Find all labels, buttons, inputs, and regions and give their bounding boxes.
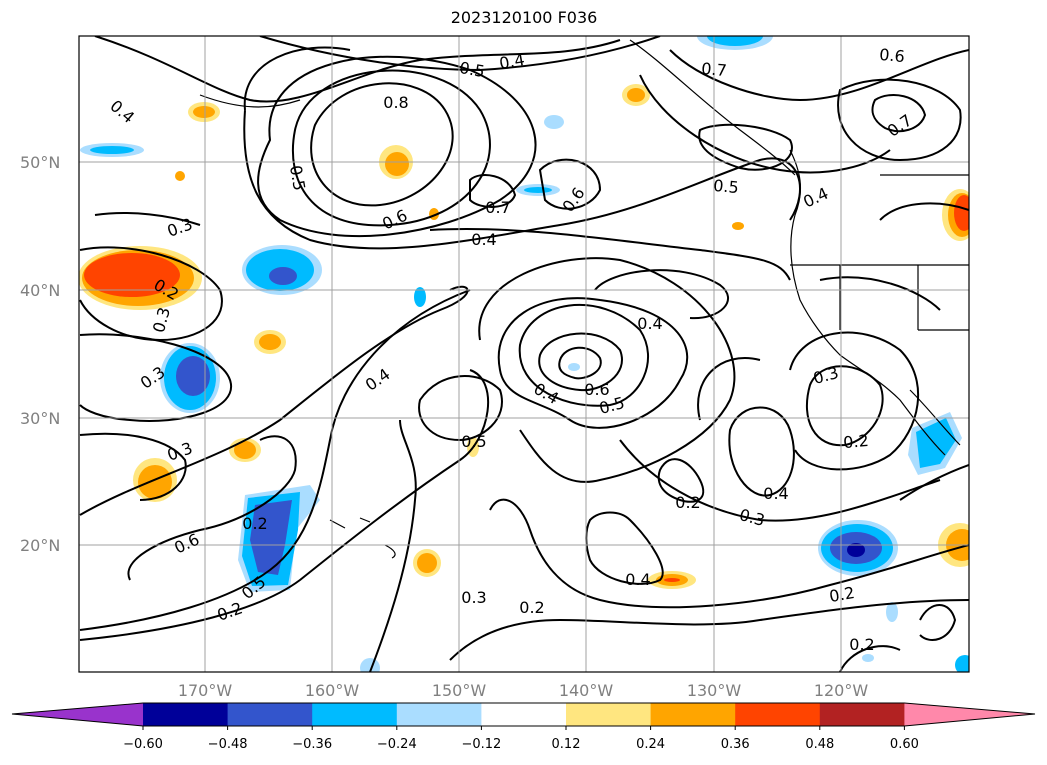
lon-label: 140°W: [559, 681, 614, 700]
contour-label: 0.5: [713, 176, 740, 197]
contour-label: 0.2: [849, 635, 874, 654]
contour-label: 0.5: [458, 58, 486, 81]
colorbar-extend-max: [904, 703, 1035, 726]
colorbar-tick-label: −0.24: [377, 737, 417, 752]
latitude-labels: 50°N 40°N 30°N 20°N: [20, 153, 60, 555]
coastlines: [199, 39, 969, 559]
colorbar-bin: [819, 703, 905, 726]
contour-label: 0.3: [461, 588, 486, 607]
colorbar-extend-min: [12, 703, 143, 726]
longitude-labels: 170°W 160°W 150°W 140°W 130°W 120°W: [178, 681, 869, 700]
lat-label: 30°N: [20, 409, 60, 428]
lon-label: 160°W: [305, 681, 360, 700]
colorbar-bin: [143, 703, 229, 726]
contour-lines: [79, 36, 969, 672]
colorbar-tick-label: −0.60: [123, 737, 163, 752]
contour-label: 0.2: [519, 598, 544, 617]
map-title: 2023120100 F036: [450, 8, 598, 27]
colorbar-bin: [481, 703, 567, 726]
colorbar-bin: [566, 703, 652, 726]
contour-label: 0.6: [879, 45, 906, 66]
map-area: [79, 36, 969, 672]
contour-label: 0.2: [842, 431, 869, 452]
colorbar-tick-label: 0.24: [636, 737, 665, 752]
lon-label: 130°W: [687, 681, 742, 700]
contour-label: 0.6: [584, 380, 609, 399]
contour-label: 0.2: [242, 514, 267, 533]
colorbar-tick-label: −0.48: [208, 737, 248, 752]
lat-label: 50°N: [20, 153, 60, 172]
colorbar-bin: [650, 703, 736, 726]
lon-label: 120°W: [814, 681, 869, 700]
contour-label: 0.2: [675, 493, 700, 512]
colorbar-tick-label: 0.48: [805, 737, 834, 752]
lat-label: 40°N: [20, 281, 60, 300]
contour-label: 0.4: [471, 230, 496, 249]
lat-label: 20°N: [20, 536, 60, 555]
colorbar-tick-label: 0.36: [721, 737, 750, 752]
colorbar-tick-label: 0.60: [890, 737, 919, 752]
colorbar-tick-label: −0.36: [292, 737, 332, 752]
contour-label: 0.4: [763, 484, 788, 503]
colorbar-tick-label: 0.12: [552, 737, 581, 752]
contour-label: 0.5: [286, 164, 309, 192]
contour-label: 0.4: [498, 50, 526, 73]
colorbar-bin: [735, 703, 821, 726]
contour-label: 0.7: [485, 198, 510, 217]
contour-label: 0.8: [383, 93, 408, 112]
lon-label: 150°W: [432, 681, 487, 700]
gridlines: [79, 36, 969, 672]
contour-label: 0.5: [461, 432, 486, 451]
colorbar-tick-label: −0.12: [461, 737, 501, 752]
contour-label: 0.7: [701, 59, 728, 80]
contour-label: 0.2: [828, 583, 856, 606]
colorbar-bin: [396, 703, 482, 726]
contour-label: 0.4: [625, 570, 650, 589]
contour-label: 0.4: [637, 314, 662, 333]
colorbar: −0.60 −0.48 −0.36 −0.24 −0.12 0.12 0.24 0.36 0.4…: [11, 702, 1036, 752]
colorbar-bin: [312, 703, 398, 726]
lon-label: 170°W: [178, 681, 233, 700]
colorbar-bin: [227, 703, 313, 726]
map-frame: [78, 35, 970, 673]
